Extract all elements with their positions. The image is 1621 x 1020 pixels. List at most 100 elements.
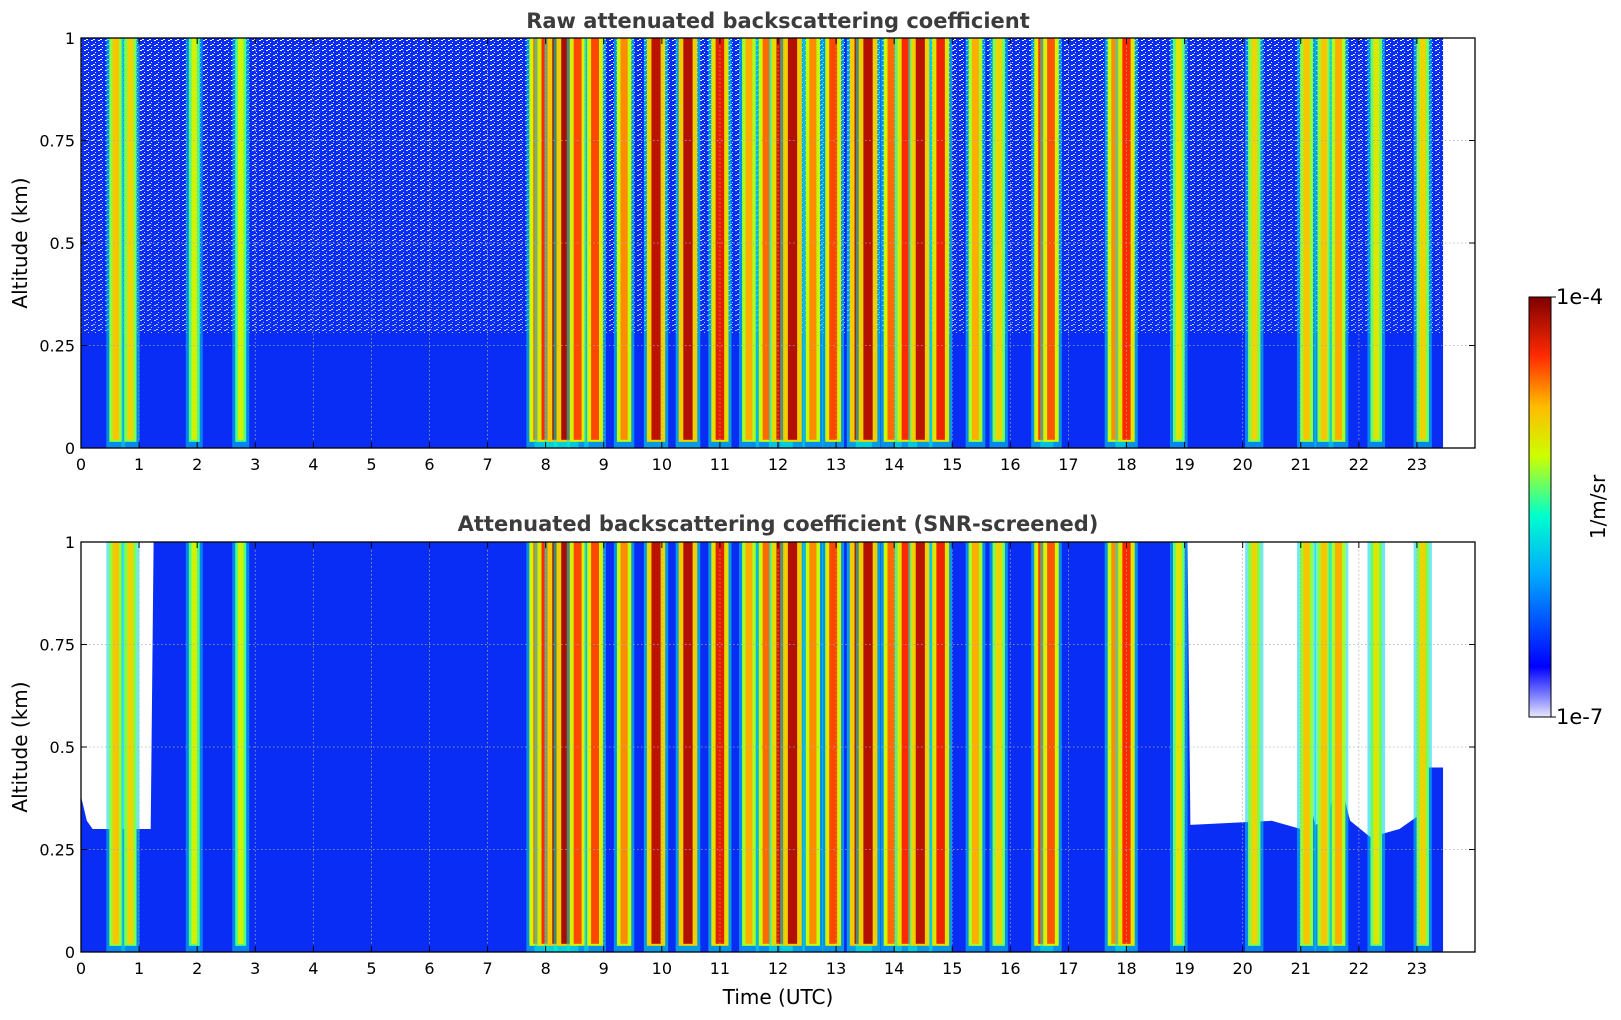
cloud-column xyxy=(106,38,126,448)
cloud-column-core xyxy=(1419,542,1426,944)
cloud-column-core xyxy=(915,542,925,944)
panel-title: Attenuated backscattering coefficient (S… xyxy=(458,512,1099,536)
cloud-column-core xyxy=(762,38,771,440)
x-axis: 0 1 2 3 4 5 6 7 8 9 10 11 12 13 14 15 16 17 18 19 20 21 22 23 xyxy=(76,38,1427,474)
y-tick-label: 0.25 xyxy=(39,841,75,860)
x-tick-label: 14 xyxy=(884,455,904,474)
x-tick-label: 4 xyxy=(308,959,318,978)
x-tick-label: 0 xyxy=(76,959,86,978)
cloud-column-core xyxy=(972,38,979,440)
x-tick-label: 12 xyxy=(768,959,788,978)
cloud-column xyxy=(1367,542,1386,952)
y-tick-label: 0.75 xyxy=(39,132,75,151)
cloud-column-core xyxy=(191,38,197,440)
cloud-column-core xyxy=(591,542,599,944)
cloud-column-core xyxy=(787,542,798,944)
x-tick-label: 21 xyxy=(1291,455,1311,474)
cloud-column-core xyxy=(620,38,628,440)
cloud-column-core xyxy=(238,38,244,440)
y-tick-label: 0.5 xyxy=(50,234,75,253)
cloud-column-core xyxy=(1373,542,1380,944)
y-axis: 0 0.25 0.5 0.75 1 xyxy=(39,29,1475,458)
cloud-column-core xyxy=(1419,38,1426,440)
x-tick-label: 1 xyxy=(134,455,144,474)
cloud-column-core xyxy=(915,38,925,440)
cloud-column-core xyxy=(1320,542,1328,944)
x-tick-label: 10 xyxy=(652,959,672,978)
cloud-column-core xyxy=(863,542,873,944)
x-tick-label: 2 xyxy=(192,455,202,474)
cloud-column-core xyxy=(573,542,582,944)
panel-title: Raw attenuated backscattering coefficien… xyxy=(526,9,1030,33)
cloud-column xyxy=(613,542,635,952)
x-tick-label: 11 xyxy=(710,455,730,474)
cloud-column xyxy=(584,38,606,448)
cloud-column-core xyxy=(1111,38,1119,440)
cloud-column-core xyxy=(1320,38,1328,440)
cloud-column-core xyxy=(127,542,134,944)
cloud-column-core xyxy=(809,38,817,440)
x-tick-label: 15 xyxy=(942,455,962,474)
x-tick-label: 5 xyxy=(366,959,376,978)
cloud-column-core xyxy=(1047,38,1055,440)
grid-lines xyxy=(81,38,1475,448)
cloud-column-core xyxy=(620,542,628,944)
x-tick-label: 22 xyxy=(1349,455,1369,474)
cloud-column-core xyxy=(573,38,582,440)
x-tick-label: 14 xyxy=(884,959,904,978)
cloud-column-core xyxy=(1335,542,1342,944)
x-tick-label: 2 xyxy=(192,959,202,978)
x-tick-label: 8 xyxy=(541,959,551,978)
cloud-column-core xyxy=(591,38,599,440)
cloud-column xyxy=(643,542,669,952)
y-tick-label: 1 xyxy=(65,29,75,48)
x-tick-label: 20 xyxy=(1232,455,1252,474)
cloud-column-core xyxy=(745,542,753,944)
cloud-column xyxy=(929,542,953,952)
cloud-column xyxy=(675,542,701,952)
x-tick-label: 10 xyxy=(652,455,672,474)
cloud-column-core xyxy=(995,542,1002,944)
cloud-column xyxy=(675,38,701,448)
cloud-column-core xyxy=(683,542,693,944)
x-tick-label: 3 xyxy=(250,959,260,978)
x-tick-label: 7 xyxy=(482,455,492,474)
colorbar-label: 1/m/sr xyxy=(1586,474,1610,539)
x-tick-label: 18 xyxy=(1116,959,1136,978)
x-tick-label: 7 xyxy=(482,959,492,978)
x-tick-label: 1 xyxy=(134,959,144,978)
grid-lines xyxy=(81,542,1475,952)
cloud-column-core xyxy=(745,38,753,440)
cloud-column xyxy=(1040,38,1062,448)
colorbar: 1e-4 1e-7 1/m/sr xyxy=(1528,285,1610,729)
y-tick-label: 0 xyxy=(65,943,75,962)
cloud-column-core xyxy=(1175,38,1182,440)
y-axis: 0 0.25 0.5 0.75 1 xyxy=(39,533,1475,962)
x-tick-label: 16 xyxy=(1000,959,1020,978)
cloud-column-core xyxy=(561,38,571,440)
cloud-column-core xyxy=(1251,542,1258,944)
cloud-column-core xyxy=(1175,542,1182,944)
cloud-column-core xyxy=(127,38,134,440)
cloud-column-core xyxy=(1251,38,1258,440)
x-tick-label: 23 xyxy=(1407,959,1427,978)
raw-backscatter-panel: Raw attenuated backscattering coefficien… xyxy=(8,9,1476,474)
cloud-column xyxy=(1040,542,1062,952)
cloud-column-core xyxy=(238,542,244,944)
cloud-column-core xyxy=(191,542,197,944)
cloud-column-core xyxy=(809,542,817,944)
cloud-column xyxy=(643,38,669,448)
cloud-column-core xyxy=(995,38,1002,440)
cloud-column-core xyxy=(1111,542,1119,944)
x-tick-label: 23 xyxy=(1407,455,1427,474)
cloud-column-core xyxy=(112,542,120,944)
screened-backscatter-panel: Attenuated backscattering coefficient (S… xyxy=(8,512,1476,1009)
cloud-column-core xyxy=(561,542,571,944)
x-tick-label: 11 xyxy=(710,959,730,978)
cloud-column-core xyxy=(651,38,661,440)
x-tick-label: 6 xyxy=(424,455,434,474)
cloud-column-core xyxy=(762,542,771,944)
cloud-column xyxy=(780,38,805,448)
x-tick-label: 17 xyxy=(1058,455,1078,474)
